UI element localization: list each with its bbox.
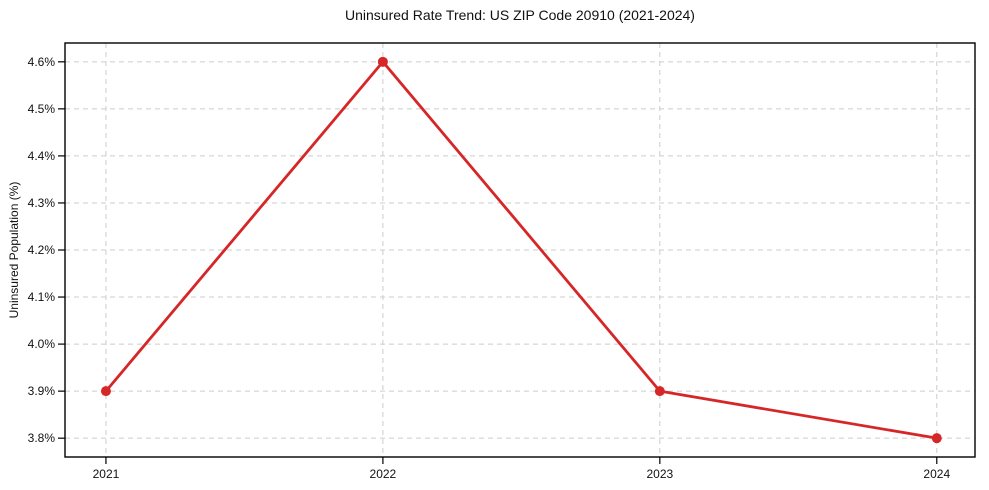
x-tick-label: 2023 — [646, 467, 673, 481]
y-tick-label: 4.2% — [28, 243, 56, 257]
chart-title: Uninsured Rate Trend: US ZIP Code 20910 … — [345, 7, 695, 23]
data-point-2022 — [377, 56, 388, 67]
data-point-2023 — [654, 386, 665, 397]
x-tick-label: 2022 — [370, 467, 397, 481]
y-tick-label: 4.3% — [28, 196, 56, 210]
x-tick-label: 2024 — [923, 467, 950, 481]
data-point-2024 — [931, 433, 942, 444]
y-tick-label: 3.8% — [28, 431, 56, 445]
plot-border — [64, 42, 976, 458]
x-tick-label: 2021 — [93, 467, 120, 481]
y-tick-label: 4.0% — [28, 337, 56, 351]
y-tick-label: 4.4% — [28, 149, 56, 163]
trend-line — [104, 60, 939, 440]
y-tick-label: 3.9% — [28, 384, 56, 398]
y-tick-label: 4.6% — [28, 55, 56, 69]
data-point-2021 — [100, 386, 111, 397]
y-tick-label: 4.5% — [28, 102, 56, 116]
y-tick-label: 4.1% — [28, 290, 56, 304]
